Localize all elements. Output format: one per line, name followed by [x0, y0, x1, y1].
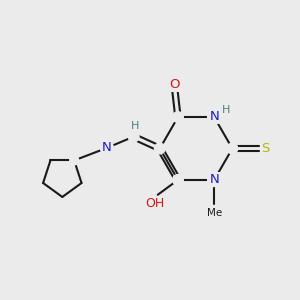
- Text: H: H: [131, 121, 139, 131]
- Circle shape: [172, 112, 183, 122]
- Text: N: N: [209, 110, 219, 123]
- Circle shape: [100, 141, 113, 154]
- Circle shape: [154, 143, 165, 154]
- Circle shape: [208, 173, 221, 187]
- Text: OH: OH: [145, 196, 164, 210]
- Text: Me: Me: [207, 208, 222, 218]
- Circle shape: [128, 131, 139, 142]
- Text: N: N: [209, 173, 219, 186]
- Circle shape: [70, 156, 79, 165]
- Circle shape: [172, 175, 183, 185]
- Circle shape: [208, 111, 221, 124]
- Text: N: N: [102, 141, 112, 154]
- Text: O: O: [170, 78, 180, 91]
- Circle shape: [227, 143, 238, 154]
- Text: H: H: [222, 105, 230, 115]
- Text: S: S: [261, 142, 270, 155]
